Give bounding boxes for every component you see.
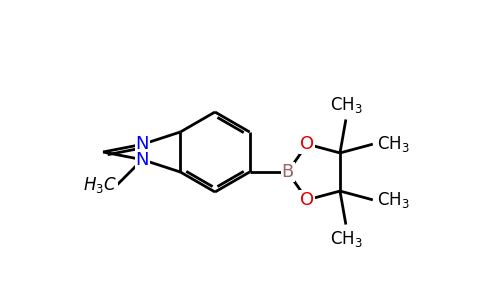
Text: N: N xyxy=(136,135,149,153)
Text: CH$_3$: CH$_3$ xyxy=(330,95,362,116)
Text: CH$_3$: CH$_3$ xyxy=(330,229,362,248)
Text: $H_3C$: $H_3C$ xyxy=(83,175,117,195)
Text: B: B xyxy=(282,163,294,181)
Text: O: O xyxy=(300,191,314,209)
Text: O: O xyxy=(300,135,314,153)
Text: N: N xyxy=(136,151,149,169)
Text: CH$_3$: CH$_3$ xyxy=(377,134,409,154)
Text: CH$_3$: CH$_3$ xyxy=(377,190,409,210)
